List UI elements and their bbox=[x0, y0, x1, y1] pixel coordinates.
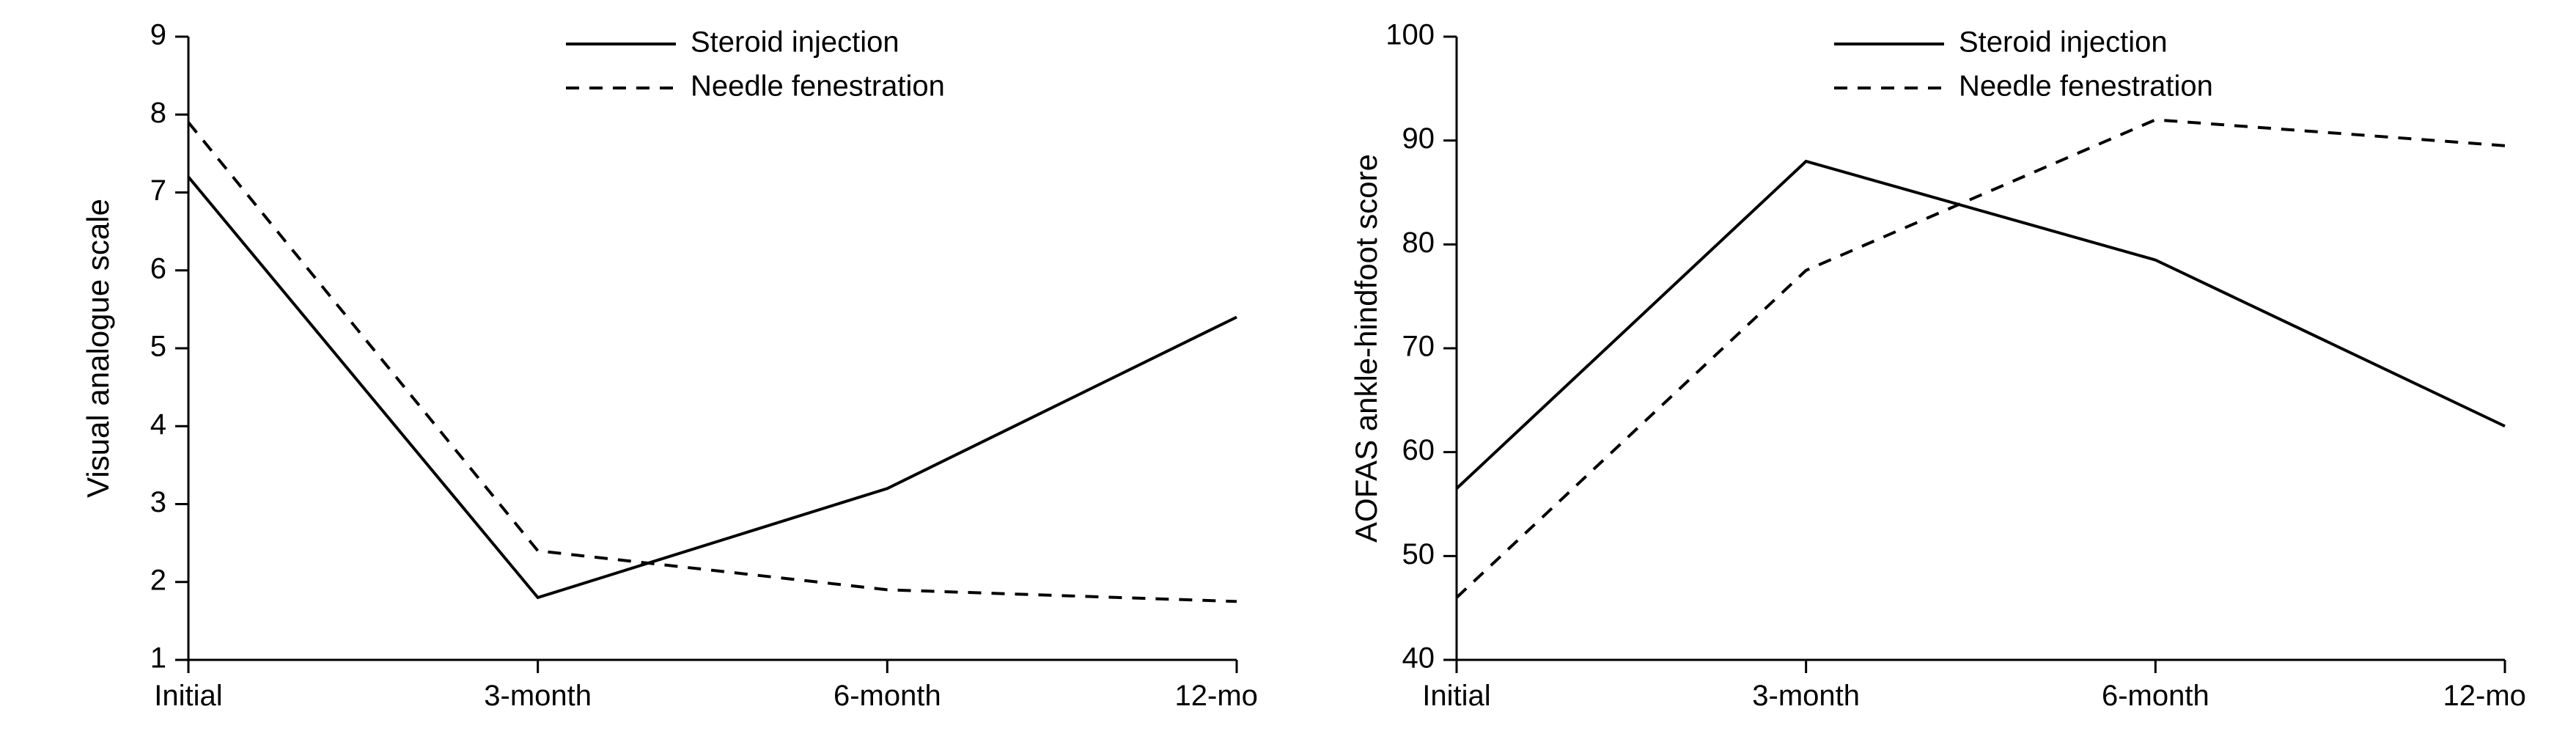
x-tick-label: 12-month bbox=[1175, 680, 1259, 712]
x-tick-label: 3-month bbox=[1752, 680, 1860, 712]
chart-aofas: 40 50 60 70 80 90 100 Initial 3-month 6-month 12-m… bbox=[1317, 15, 2527, 733]
y-tick-label: 5 bbox=[150, 331, 166, 363]
y-axis-label: Visual analogue scale bbox=[81, 199, 115, 498]
y-tick-label: 60 bbox=[1402, 434, 1435, 466]
panel-aofas: 40 50 60 70 80 90 100 Initial 3-month 6-month 12-m… bbox=[1317, 15, 2527, 737]
y-tick-label: 40 bbox=[1402, 642, 1435, 675]
y-tick-label: 8 bbox=[150, 97, 166, 129]
legend-label: Steroid injection bbox=[691, 26, 899, 59]
series-line-needle-fenestration bbox=[1457, 120, 2505, 598]
y-tick-label: 1 bbox=[150, 642, 166, 675]
y-tick-label: 90 bbox=[1402, 122, 1435, 155]
x-tick-label: 12-month bbox=[2443, 680, 2527, 712]
x-tick-label: Initial bbox=[154, 680, 222, 712]
y-tick-label: 100 bbox=[1385, 19, 1435, 51]
chart-vas: 1 2 3 4 5 6 7 8 9 Initial 3-month 6-month 12-month Vi… bbox=[49, 15, 1259, 733]
y-tick-label: 50 bbox=[1402, 538, 1435, 570]
x-tick-label: 6-month bbox=[833, 680, 941, 712]
y-tick-label: 9 bbox=[150, 19, 166, 51]
legend-label: Needle fenestration bbox=[691, 70, 945, 103]
y-tick-label: 80 bbox=[1402, 227, 1435, 259]
legend-label: Needle fenestration bbox=[1959, 70, 2213, 103]
x-tick-label: Initial bbox=[1422, 680, 1490, 712]
legend-label: Steroid injection bbox=[1959, 26, 2168, 59]
y-tick-label: 7 bbox=[150, 175, 166, 207]
x-tick-label: 3-month bbox=[484, 680, 592, 712]
y-tick-label: 3 bbox=[150, 486, 166, 518]
y-tick-label: 70 bbox=[1402, 331, 1435, 363]
y-axis-label: AOFAS ankle-hindfoot score bbox=[1349, 154, 1383, 543]
series-line-steroid-injection bbox=[188, 177, 1237, 598]
x-tick-label: 6-month bbox=[2102, 680, 2209, 712]
y-tick-label: 2 bbox=[150, 564, 166, 596]
y-tick-label: 4 bbox=[150, 408, 166, 441]
panel-vas: 1 2 3 4 5 6 7 8 9 Initial 3-month 6-month 12-month Vi… bbox=[49, 15, 1259, 737]
figure-container: 1 2 3 4 5 6 7 8 9 Initial 3-month 6-month 12-month Vi… bbox=[0, 0, 2576, 753]
y-tick-label: 6 bbox=[150, 252, 166, 284]
series-line-steroid-injection bbox=[1457, 161, 2505, 488]
series-line-needle-fenestration bbox=[188, 122, 1237, 601]
